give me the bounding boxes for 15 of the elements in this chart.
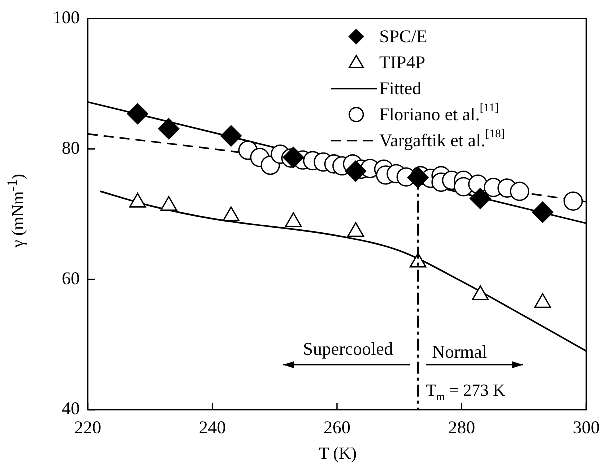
legend-label: SPC/E <box>380 26 428 47</box>
annotation: Normal <box>432 342 488 362</box>
y-tick-label: 40 <box>62 398 80 419</box>
x-tick-label: 220 <box>74 418 102 438</box>
legend-label: Fitted <box>380 78 422 99</box>
y-tick-label: 80 <box>62 138 80 158</box>
y-tick-label: 100 <box>53 8 80 28</box>
x-tick-label: 280 <box>448 418 476 438</box>
x-tick-label: 240 <box>199 418 226 438</box>
x-tick-label: 260 <box>324 418 351 438</box>
x-axis-title: T (K) <box>319 444 357 464</box>
annotation: Supercooled <box>303 339 394 359</box>
x-tick-label: 300 <box>573 418 600 438</box>
y-tick-label: 60 <box>62 268 80 288</box>
legend-label: TIP4P <box>380 52 426 73</box>
